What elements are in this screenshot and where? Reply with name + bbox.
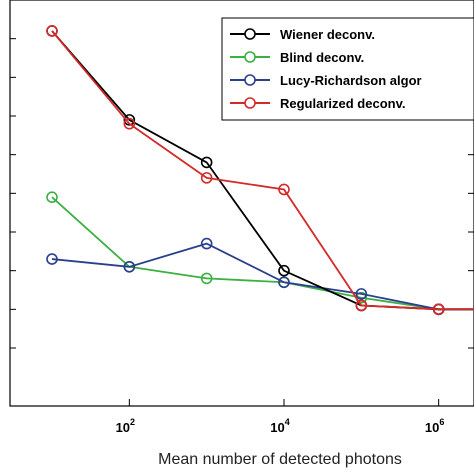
legend-marker	[244, 97, 256, 109]
series-line	[51, 30, 474, 311]
x-tick-label: 104	[270, 417, 289, 435]
x-tick-label: 102	[116, 417, 135, 435]
data-point	[123, 117, 136, 130]
series-layer	[46, 25, 474, 316]
data-point	[46, 25, 58, 37]
data-point	[278, 183, 290, 196]
legend-marker	[244, 51, 256, 63]
legend: Wiener deconv. Blind deconv. Lucy-Richards…	[221, 17, 474, 121]
data-point	[278, 264, 290, 277]
legend-label: Regularized deconv.	[280, 96, 405, 111]
legend-label: Lucy-Richardson algor	[280, 73, 422, 88]
data-point	[200, 272, 213, 285]
data-point	[200, 156, 213, 169]
legend-marker	[244, 74, 256, 86]
legend-marker	[244, 28, 256, 40]
data-point	[355, 288, 368, 300]
data-point	[123, 114, 136, 126]
data-point	[200, 237, 213, 250]
legend-label: Blind deconv.	[280, 50, 364, 65]
x-tick-label: 106	[425, 417, 444, 435]
x-axis-ticks: 102 104 106	[116, 399, 444, 435]
x-axis-title: Mean number of detected photons	[158, 451, 402, 468]
data-point	[355, 299, 368, 312]
data-point	[46, 253, 58, 265]
data-point	[46, 191, 58, 203]
series-regularized-deconv-	[46, 25, 474, 316]
data-point	[278, 276, 290, 289]
legend-label: Wiener deconv.	[280, 27, 375, 42]
data-point	[200, 172, 213, 184]
data-point	[432, 303, 445, 316]
data-point	[123, 260, 136, 273]
